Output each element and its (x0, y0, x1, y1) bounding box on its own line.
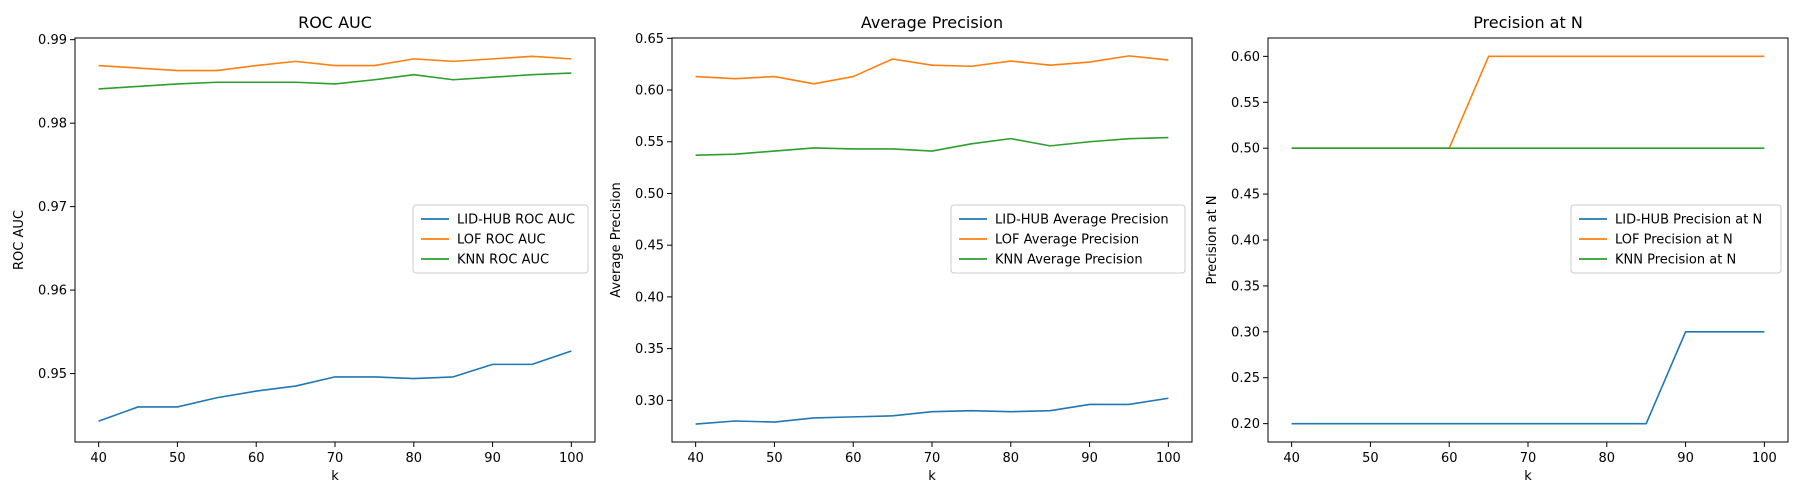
y-tick-label: 0.40 (1231, 234, 1260, 249)
x-tick-label: 90 (1081, 451, 1098, 466)
legend-box (412, 204, 589, 274)
x-axis-label: k (928, 469, 936, 484)
y-tick-label: 0.20 (1231, 417, 1260, 432)
y-tick-label: 0.55 (1231, 96, 1260, 111)
y-tick-label: 0.45 (635, 239, 664, 254)
series-line-2 (695, 136, 1169, 156)
x-tick-label: 80 (1003, 451, 1020, 466)
x-tick-label: 50 (766, 451, 783, 466)
y-tick-label: 0.97 (38, 200, 67, 215)
series-line-1 (695, 55, 1169, 85)
y-tick-label: 0.60 (635, 84, 664, 99)
chart-1: Average Precision 40 50 60 70 80 90 100 0.30 0.35… (609, 13, 1193, 484)
legend-label: LID-HUB Average Precision (995, 213, 1169, 228)
legend-label: KNN Precision at N (1615, 253, 1736, 268)
chart-2: Precision at N 40 50 60 70 80 90 100 0.20 0.25 0.3… (1205, 13, 1789, 484)
legend-label: KNN ROC AUC (457, 253, 549, 268)
x-axis-label: k (331, 469, 339, 484)
y-tick-label: 0.96 (38, 284, 67, 299)
y-tick-label: 0.45 (1231, 188, 1260, 203)
plot-frame (671, 37, 1193, 443)
plot-frame (1267, 37, 1789, 443)
chart-0: ROC AUC 40 50 60 70 80 90 100 0.95 0.96 0.97 0.98 0.… (12, 13, 596, 484)
x-tick-label: 90 (484, 451, 501, 466)
y-tick-label: 0.55 (635, 135, 664, 150)
x-tick-label: 90 (1677, 451, 1694, 466)
series-line-0 (1291, 331, 1765, 425)
y-tick-label: 0.35 (1231, 279, 1260, 294)
x-tick-label: 80 (1599, 451, 1616, 466)
x-tick-label: 70 (327, 451, 344, 466)
x-tick-label: 50 (169, 451, 186, 466)
x-tick-label: 100 (1752, 451, 1777, 466)
x-tick-label: 60 (845, 451, 862, 466)
y-tick-label: 0.99 (38, 33, 67, 48)
y-tick-label: 0.95 (38, 367, 67, 382)
y-tick-label: 0.65 (635, 32, 664, 47)
x-tick-label: 40 (90, 451, 107, 466)
x-tick-label: 100 (1156, 451, 1181, 466)
y-tick-label: 0.40 (635, 290, 664, 305)
x-tick-label: 40 (1283, 451, 1300, 466)
y-axis-label: Average Precision (609, 182, 624, 298)
series-line-0 (98, 350, 572, 422)
y-axis-label: ROC AUC (12, 210, 27, 270)
x-tick-label: 70 (924, 451, 941, 466)
series-line-1 (98, 55, 572, 72)
legend-label: KNN Average Precision (995, 253, 1143, 268)
legend-label: LOF Precision at N (1615, 233, 1733, 248)
y-tick-label: 0.25 (1231, 371, 1260, 386)
chart-title: ROC AUC (298, 13, 372, 32)
chart-title: Precision at N (1473, 13, 1583, 32)
series-line-0 (695, 397, 1169, 425)
legend-label: LOF Average Precision (995, 233, 1139, 248)
y-tick-label: 0.50 (635, 187, 664, 202)
legend-box (1570, 204, 1782, 274)
y-tick-label: 0.35 (635, 342, 664, 357)
x-axis-label: k (1524, 469, 1532, 484)
x-tick-label: 100 (559, 451, 584, 466)
plot-frame (74, 37, 596, 443)
y-tick-label: 0.50 (1231, 142, 1260, 157)
x-tick-label: 50 (1362, 451, 1379, 466)
y-axis-label: Precision at N (1205, 195, 1220, 284)
legend-label: LID-HUB Precision at N (1615, 213, 1762, 228)
y-tick-label: 0.98 (38, 117, 67, 132)
legend-box (950, 204, 1186, 274)
x-tick-label: 60 (248, 451, 265, 466)
chart-title: Average Precision (861, 13, 1003, 32)
x-tick-label: 70 (1520, 451, 1537, 466)
legend-label: LID-HUB ROC AUC (457, 213, 575, 228)
y-tick-label: 0.30 (635, 394, 664, 409)
series-line-1 (1291, 55, 1765, 149)
series-line-2 (98, 72, 572, 90)
y-tick-label: 0.30 (1231, 325, 1260, 340)
legend-label: LOF ROC AUC (457, 233, 546, 248)
x-tick-label: 40 (687, 451, 704, 466)
y-tick-label: 0.60 (1231, 50, 1260, 65)
x-tick-label: 60 (1441, 451, 1458, 466)
x-tick-label: 80 (406, 451, 423, 466)
